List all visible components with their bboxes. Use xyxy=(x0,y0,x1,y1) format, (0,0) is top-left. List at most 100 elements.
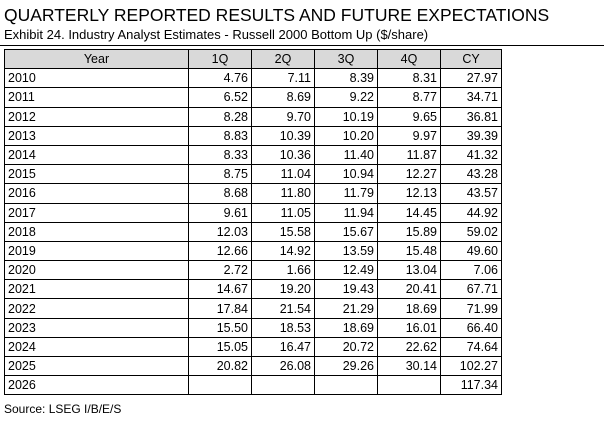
value-cell: 21.29 xyxy=(314,298,378,319)
value-cell: 10.36 xyxy=(251,144,315,166)
value-cell: 8.33 xyxy=(188,144,252,166)
value-cell: 15.89 xyxy=(377,221,441,242)
table-row: 2015 8.75 11.04 10.94 12.27 43.28 xyxy=(4,164,502,185)
value-cell: 18.69 xyxy=(314,317,378,338)
table-row: 2019 12.66 14.92 13.59 15.48 49.60 xyxy=(4,240,502,262)
table-row: 2016 8.68 11.80 11.79 12.13 43.57 xyxy=(4,183,502,204)
year-cell: 2022 xyxy=(4,298,189,319)
value-cell: 8.68 xyxy=(188,183,252,204)
value-cell: 9.61 xyxy=(188,202,252,223)
year-cell: 2018 xyxy=(4,221,189,242)
value-cell xyxy=(314,375,378,396)
value-cell: 10.20 xyxy=(314,125,378,146)
year-cell: 2020 xyxy=(4,260,189,281)
value-cell: 7.11 xyxy=(251,68,315,89)
value-cell: 10.94 xyxy=(314,164,378,185)
value-cell: 19.20 xyxy=(251,279,315,300)
value-cell: 14.45 xyxy=(377,202,441,223)
value-cell: 18.53 xyxy=(251,317,315,338)
title: QUARTERLY REPORTED RESULTS AND FUTURE EX… xyxy=(4,5,550,25)
value-cell: 20.72 xyxy=(314,336,378,358)
value-cell: 8.39 xyxy=(314,68,378,89)
value-cell: 20.41 xyxy=(377,279,441,300)
value-cell: 27.97 xyxy=(440,68,502,89)
value-cell: 15.50 xyxy=(188,317,252,338)
value-cell: 8.77 xyxy=(377,87,441,108)
value-cell: 17.84 xyxy=(188,298,252,319)
value-cell: 16.01 xyxy=(377,317,441,338)
value-cell: 11.05 xyxy=(251,202,315,223)
table-row: 2024 15.05 16.47 20.72 22.62 74.64 xyxy=(4,336,502,358)
value-cell: 43.28 xyxy=(440,164,502,185)
year-cell: 2011 xyxy=(4,87,189,108)
year-cell: 2017 xyxy=(4,202,189,223)
value-cell: 44.92 xyxy=(440,202,502,223)
value-cell: 39.39 xyxy=(440,125,502,146)
table-row: 2013 8.83 10.39 10.20 9.97 39.39 xyxy=(4,125,502,146)
value-cell: 12.66 xyxy=(188,240,252,262)
table-row: 2022 17.84 21.54 21.29 18.69 71.99 xyxy=(4,298,502,319)
year-cell: 2015 xyxy=(4,164,189,185)
subtitle: Exhibit 24. Industry Analyst Estimates -… xyxy=(4,27,429,42)
value-cell: 8.75 xyxy=(188,164,252,185)
value-cell: 15.58 xyxy=(251,221,315,242)
value-cell: 16.47 xyxy=(251,336,315,358)
header-cell: Year xyxy=(4,48,189,70)
value-cell: 21.54 xyxy=(251,298,315,319)
value-cell: 8.28 xyxy=(188,106,252,127)
value-cell: 10.19 xyxy=(314,106,378,127)
value-cell: 11.87 xyxy=(377,144,441,166)
value-cell: 11.40 xyxy=(314,144,378,166)
rule xyxy=(0,45,604,46)
value-cell: 6.52 xyxy=(188,87,252,108)
value-cell: 102.27 xyxy=(440,355,502,377)
year-cell: 2010 xyxy=(4,68,189,89)
value-cell: 67.71 xyxy=(440,279,502,300)
value-cell: 2.72 xyxy=(188,260,252,281)
value-cell xyxy=(188,375,252,396)
value-cell: 13.04 xyxy=(377,260,441,281)
table-row: 2017 9.61 11.05 11.94 14.45 44.92 xyxy=(4,202,502,223)
value-cell: 30.14 xyxy=(377,355,441,377)
value-cell: 9.65 xyxy=(377,106,441,127)
value-cell: 15.48 xyxy=(377,240,441,262)
value-cell: 74.64 xyxy=(440,336,502,358)
value-cell: 4.76 xyxy=(188,68,252,89)
header-cell: 2Q xyxy=(251,48,315,70)
value-cell: 29.26 xyxy=(314,355,378,377)
table-row: 2012 8.28 9.70 10.19 9.65 36.81 xyxy=(4,106,502,127)
header-cell: 4Q xyxy=(377,48,441,70)
year-cell: 2019 xyxy=(4,240,189,262)
value-cell: 7.06 xyxy=(440,260,502,281)
year-cell: 2012 xyxy=(4,106,189,127)
value-cell: 49.60 xyxy=(440,240,502,262)
value-cell: 9.70 xyxy=(251,106,315,127)
header-cell: CY xyxy=(440,48,502,70)
source: Source: LSEG I/B/E/S xyxy=(4,402,122,416)
value-cell: 13.59 xyxy=(314,240,378,262)
value-cell: 36.81 xyxy=(440,106,502,127)
table-row: 2025 20.82 26.08 29.26 30.14 102.27 xyxy=(4,355,502,377)
value-cell: 20.82 xyxy=(188,355,252,377)
value-cell: 8.83 xyxy=(188,125,252,146)
value-cell: 18.69 xyxy=(377,298,441,319)
year-cell: 2021 xyxy=(4,279,189,300)
value-cell: 12.13 xyxy=(377,183,441,204)
value-cell xyxy=(251,375,315,396)
table-row: 2011 6.52 8.69 9.22 8.77 34.71 xyxy=(4,87,502,108)
table-row: 2020 2.72 1.66 12.49 13.04 7.06 xyxy=(4,260,502,281)
year-cell: 2016 xyxy=(4,183,189,204)
year-cell: 2024 xyxy=(4,336,189,358)
table-row: 2026 117.34 xyxy=(4,375,502,396)
value-cell: 8.31 xyxy=(377,68,441,89)
value-cell: 11.94 xyxy=(314,202,378,223)
value-cell: 71.99 xyxy=(440,298,502,319)
value-cell: 15.67 xyxy=(314,221,378,242)
value-cell: 26.08 xyxy=(251,355,315,377)
value-cell: 11.79 xyxy=(314,183,378,204)
header-cell: 3Q xyxy=(314,48,378,70)
table-row: 2010 4.76 7.11 8.39 8.31 27.97 xyxy=(4,68,502,89)
table-row: 2018 12.03 15.58 15.67 15.89 59.02 xyxy=(4,221,502,242)
year-cell: 2026 xyxy=(4,375,189,396)
